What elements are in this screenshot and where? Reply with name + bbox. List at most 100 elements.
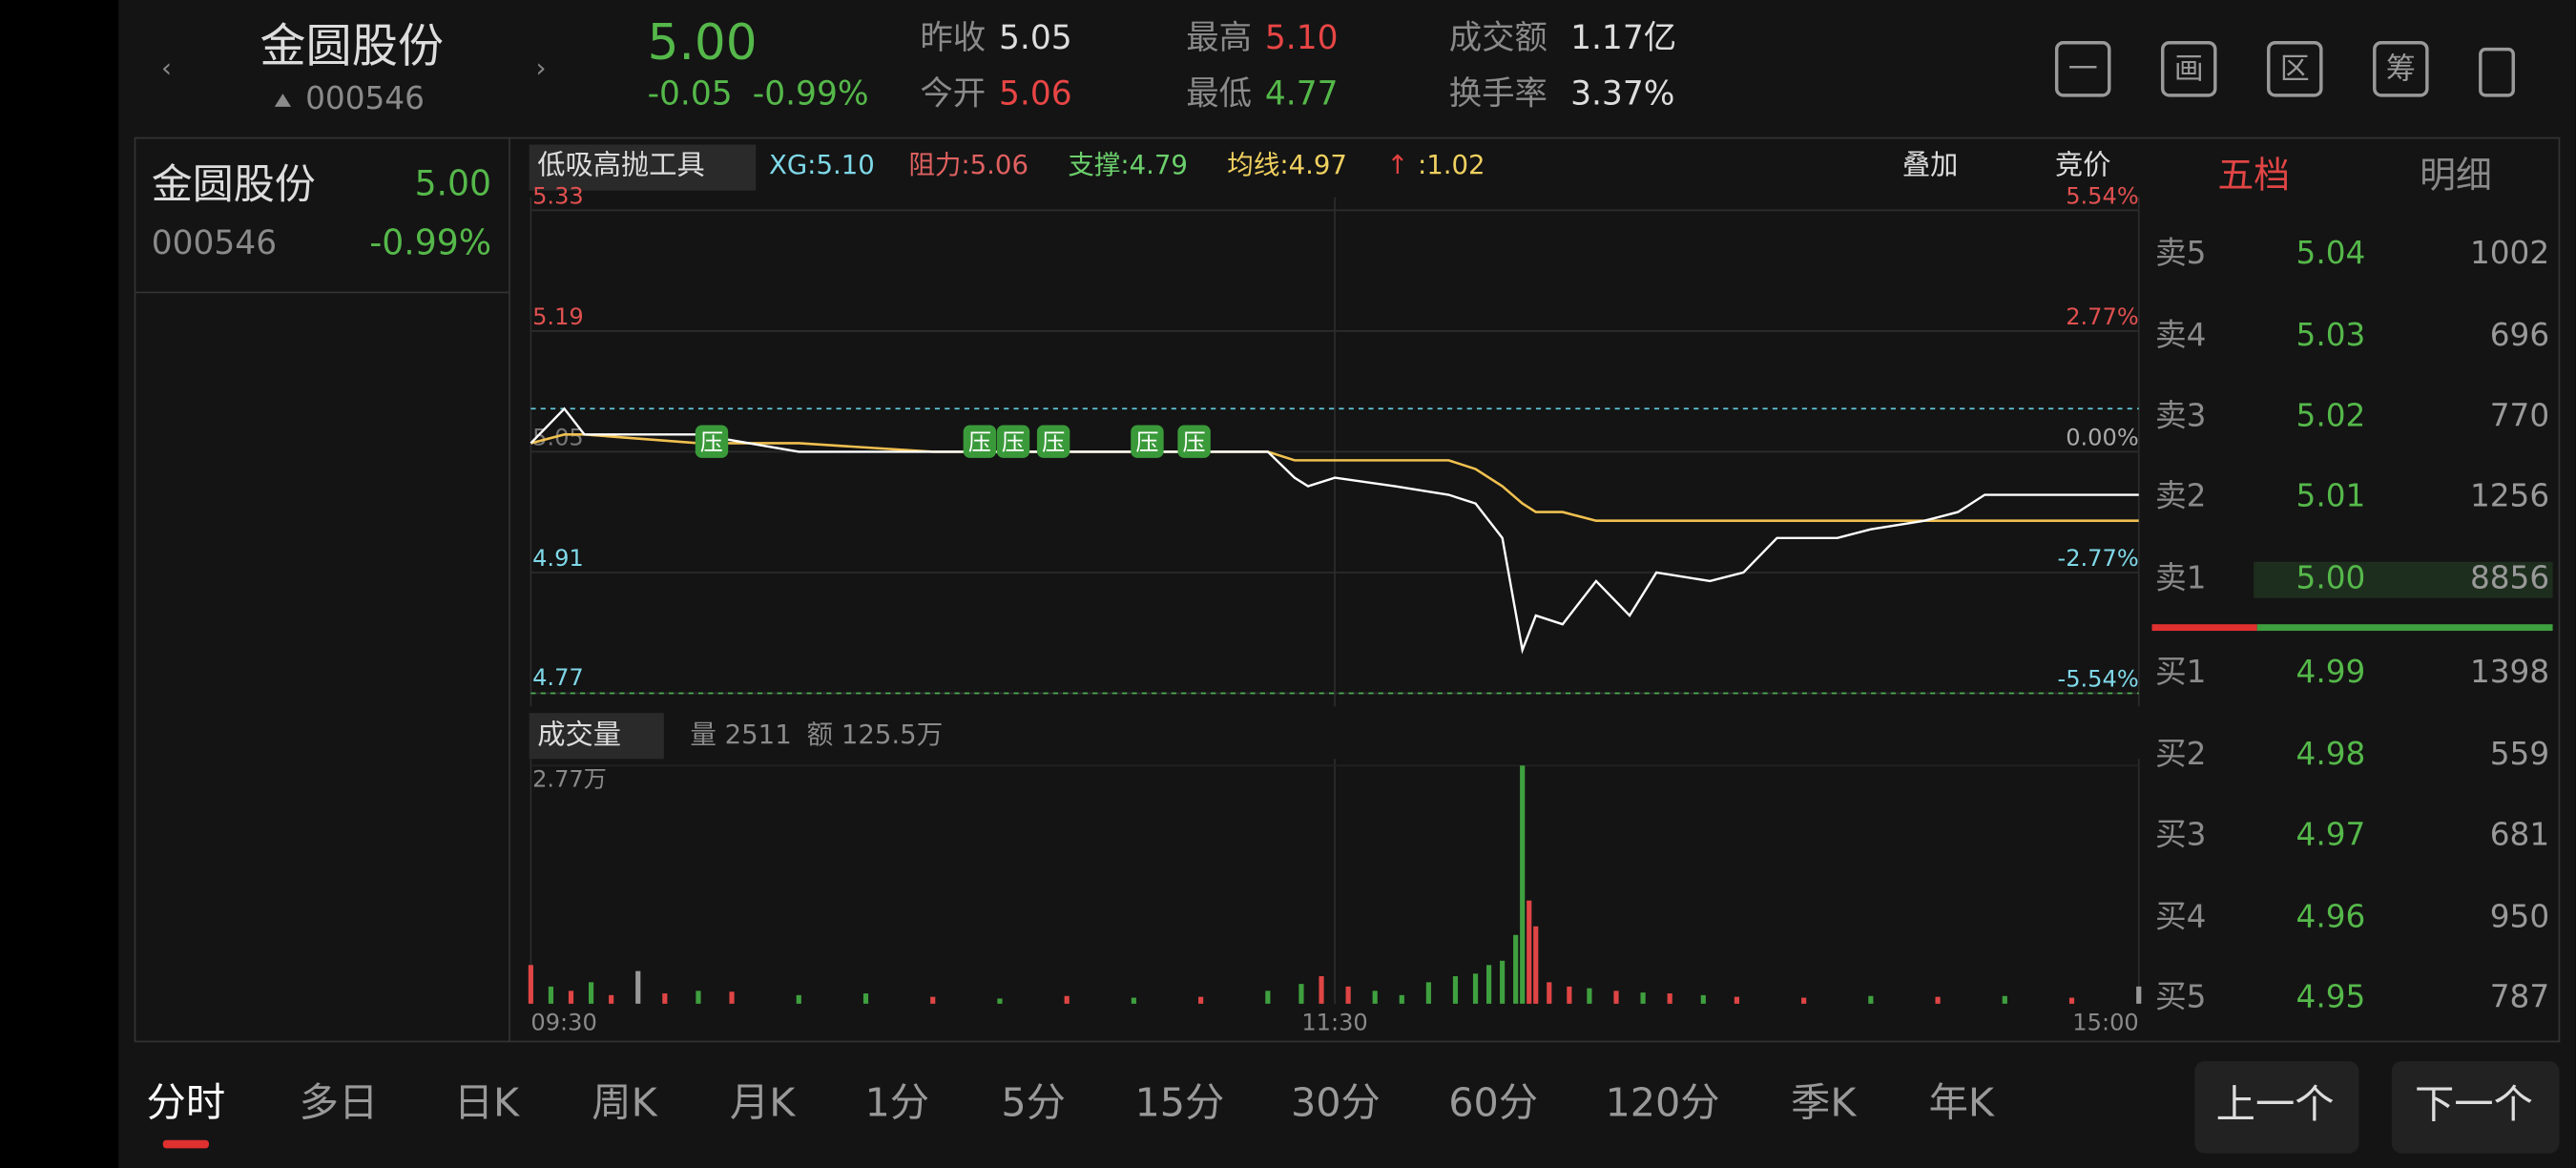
volume-bar [1513, 934, 1519, 1004]
volume-bar [1345, 986, 1351, 1004]
next-button-bg[interactable] [2391, 1061, 2560, 1154]
marker-label: 压 [1042, 428, 1065, 455]
stat-label: 今开 [920, 74, 986, 113]
volume-bar [1265, 991, 1271, 1004]
stat-value: 5.05 [999, 19, 1072, 57]
volume-bar [1547, 982, 1552, 1004]
volume-bar [588, 982, 594, 1004]
period-tab[interactable]: 周K [592, 1080, 657, 1126]
overlay-button[interactable]: 叠加 [1902, 148, 1958, 180]
y-tick-label: 4.91 [532, 545, 584, 572]
prev-button[interactable]: 上一个 [2216, 1081, 2335, 1127]
pressure-marker [963, 425, 997, 458]
book-tab[interactable]: 五档 [2217, 154, 2290, 196]
pressure-marker [1131, 425, 1164, 458]
period-tab[interactable]: 120分 [1605, 1080, 1719, 1126]
book-price: 5.01 [2296, 478, 2366, 514]
volume-bar [1700, 994, 1706, 1004]
book-volume: 696 [2490, 317, 2549, 353]
stat-label: 昨收 [920, 19, 986, 57]
period-tab[interactable]: 15分 [1134, 1080, 1224, 1126]
volume-bar [1425, 982, 1431, 1004]
tool-name[interactable]: 低吸高抛工具 [537, 148, 705, 180]
volume-bar [1485, 965, 1492, 1004]
tool-icon[interactable] [2373, 41, 2429, 97]
volume-bar [862, 993, 869, 1004]
volume-bar [1452, 976, 1459, 1004]
tool-select[interactable] [529, 144, 757, 191]
next-arrow[interactable]: › [536, 52, 547, 83]
volume-bar [1640, 992, 1646, 1004]
tool-icon[interactable] [2479, 47, 2515, 97]
prev-button-bg[interactable] [2194, 1061, 2359, 1154]
book-ratio-green [2256, 624, 2553, 632]
period-tab[interactable]: 月K [730, 1080, 796, 1126]
period-tab[interactable]: 30分 [1291, 1080, 1381, 1126]
volume-title[interactable]: 成交量 [537, 719, 621, 751]
y2-tick-label: 2.77% [2066, 303, 2139, 330]
next-button[interactable]: 下一个 [2415, 1081, 2533, 1127]
period-tab[interactable]: 5分 [1001, 1080, 1066, 1126]
volume-bar [528, 965, 533, 1004]
period-tab[interactable]: 60分 [1448, 1080, 1538, 1126]
book-label: 卖5 [2155, 235, 2206, 271]
indicator-text: 阻力:5.06 [908, 150, 1028, 180]
stat-value: 5.10 [1265, 19, 1339, 57]
y-tick-label: 5.05 [532, 425, 584, 451]
tool-icon[interactable] [2267, 41, 2323, 97]
stat-value: 1.17亿 [1570, 19, 1676, 57]
pressure-marker [695, 425, 729, 458]
book-price: 5.00 [2296, 560, 2366, 596]
book-volume: 681 [2490, 816, 2549, 852]
book-volume: 950 [2490, 898, 2549, 934]
indicator-text: 均线:4.97 [1227, 150, 1347, 180]
stat-label: 最低 [1186, 74, 1252, 113]
book-label: 买3 [2155, 816, 2206, 852]
period-tab[interactable]: 多日 [300, 1080, 379, 1126]
volume-bar [1198, 996, 1204, 1004]
volume-bar [1472, 973, 1479, 1004]
book-volume: 1002 [2470, 235, 2549, 271]
book-highlight [2254, 561, 2553, 598]
indicator-text: :1.02 [1418, 150, 1485, 180]
tool-label[interactable]: 一 [2068, 52, 2098, 87]
volume-bar [729, 991, 735, 1004]
volume-bar [1801, 997, 1807, 1004]
auction-button[interactable]: 竞价 [2055, 148, 2111, 180]
indicator-text: ↑ [1386, 150, 1408, 180]
y2-tick-label: 5.54% [2066, 183, 2139, 210]
tool-label[interactable]: 筹 [2386, 52, 2416, 87]
tool-icon[interactable] [2160, 41, 2217, 97]
tool-label[interactable]: 区 [2280, 52, 2310, 87]
y2-tick-label: -5.54% [2058, 666, 2139, 693]
volume-bar [1064, 995, 1070, 1004]
watch-price: 5.00 [415, 163, 491, 204]
volume-bar [2136, 986, 2142, 1004]
volume-bar [930, 996, 936, 1004]
book-price: 4.95 [2296, 979, 2366, 1015]
price-line [530, 407, 2139, 655]
volume-bar [1298, 984, 1304, 1004]
period-tab[interactable]: 年K [1929, 1080, 1995, 1126]
book-price: 4.99 [2296, 654, 2366, 690]
y-tick-label: 5.19 [532, 303, 584, 330]
period-tab[interactable]: 分时 [147, 1080, 226, 1126]
stat-value: 3.37% [1570, 74, 1674, 113]
period-tab[interactable]: 日K [454, 1080, 520, 1126]
volume-bar [548, 986, 554, 1004]
volume-select[interactable] [529, 713, 664, 760]
y2-tick-label: -2.77% [2058, 545, 2139, 572]
amount-stat: 额 125.5万 [807, 720, 944, 750]
period-tab[interactable]: 1分 [864, 1080, 929, 1126]
panel-border [134, 136, 2561, 1043]
tool-label[interactable]: 画 [2174, 52, 2204, 87]
tool-icon[interactable] [2054, 41, 2111, 97]
book-price: 4.97 [2296, 816, 2366, 852]
book-label: 买5 [2155, 979, 2206, 1015]
prev-arrow[interactable]: ‹ [161, 52, 172, 83]
period-tab[interactable]: 季K [1791, 1080, 1857, 1126]
book-label: 卖1 [2155, 560, 2206, 596]
book-tab[interactable]: 明细 [2420, 154, 2492, 196]
watch-pct: -0.99% [369, 222, 491, 263]
